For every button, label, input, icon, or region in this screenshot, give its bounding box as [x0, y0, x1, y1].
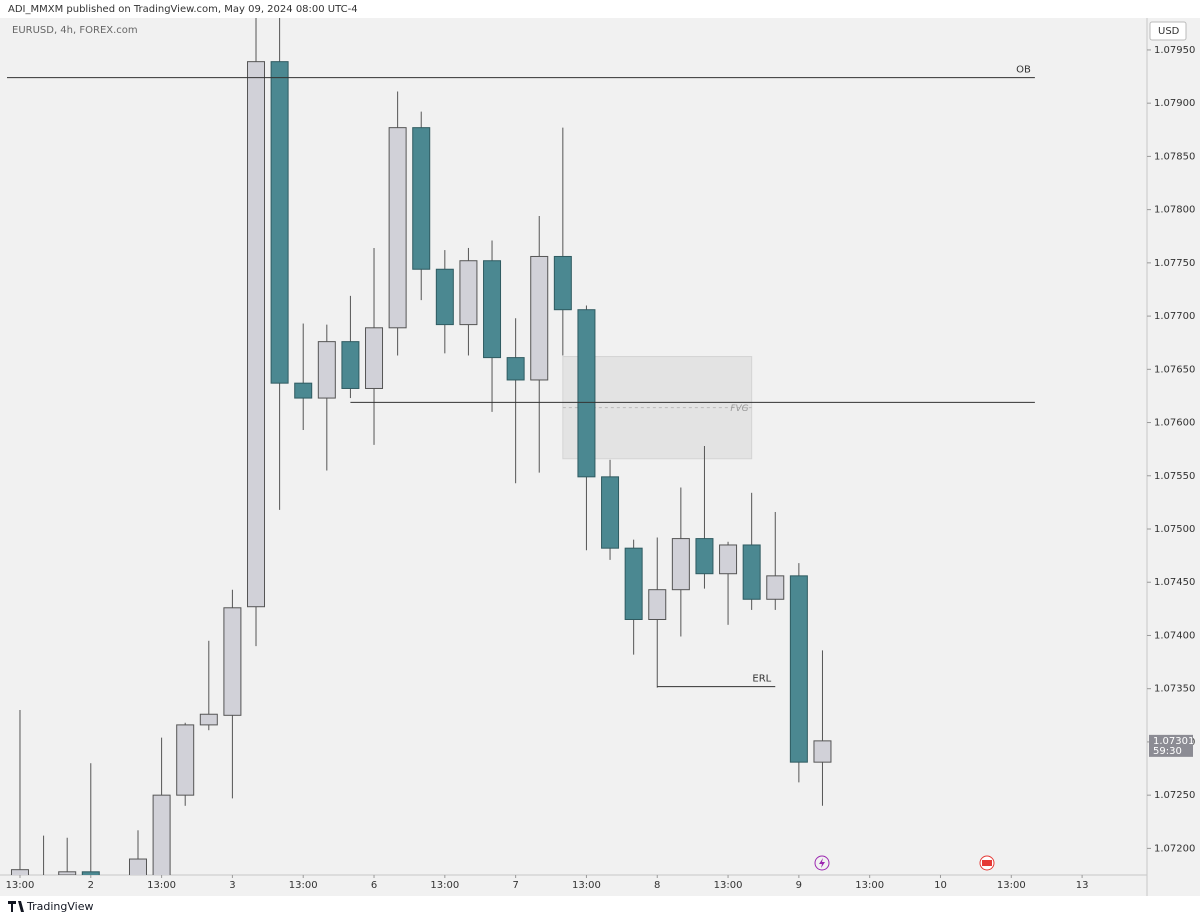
y-tick-label: 1.07200 [1154, 843, 1195, 854]
candle-body [317, 341, 336, 399]
candle-body [270, 61, 289, 384]
candle-body [530, 255, 549, 381]
y-tick-label: 1.07700 [1154, 311, 1195, 322]
y-tick-label: 1.07950 [1154, 45, 1195, 56]
y-tick-label: 1.07400 [1154, 630, 1195, 641]
x-tick-label: 13:00 [714, 880, 743, 891]
x-tick-label: 13:00 [997, 880, 1026, 891]
symbol-title: EURUSD, 4h, FOREX.com [12, 25, 138, 36]
y-tick-label: 1.07750 [1154, 258, 1195, 269]
y-tick-label: 1.07600 [1154, 418, 1195, 429]
x-tick-label: 6 [371, 880, 377, 891]
candle-body [152, 794, 171, 875]
candle-body [10, 869, 29, 875]
y-tick-label: 1.07550 [1154, 471, 1195, 482]
x-tick-label: 2 [88, 880, 94, 891]
level-label: ERL [752, 674, 771, 685]
candle-body [412, 127, 431, 270]
x-tick-label: 10 [934, 880, 947, 891]
candle-body [199, 713, 218, 726]
candle-body [742, 544, 761, 600]
event-icon [814, 855, 830, 871]
candle-body [247, 61, 266, 608]
footer-logo [8, 901, 24, 912]
countdown: 59:30 [1153, 746, 1182, 757]
y-tick-label: 1.07250 [1154, 790, 1195, 801]
y-tick-label: 1.07900 [1154, 98, 1195, 109]
candle-body [81, 871, 100, 875]
candle-body [648, 589, 667, 620]
x-tick-label: 13:00 [6, 880, 35, 891]
last-price-box [1149, 734, 1193, 757]
candle-body [506, 357, 525, 381]
chart-background [0, 18, 1200, 896]
x-tick-label: 13:00 [147, 880, 176, 891]
last-price: 1.07301 [1153, 736, 1194, 747]
x-tick-label: 13:00 [855, 880, 884, 891]
candle-body [624, 547, 643, 620]
header: ADI_MMXM published on TradingView.com, M… [8, 4, 358, 15]
candle-body [459, 260, 478, 326]
x-tick-label: 3 [229, 880, 235, 891]
candle-body [176, 724, 195, 796]
candle-body [577, 309, 596, 478]
x-tick-label: 9 [796, 880, 802, 891]
candle-body [294, 382, 313, 399]
level-label: OB [1016, 65, 1031, 76]
x-tick-label: 13 [1076, 880, 1089, 891]
flag-icon-fill [982, 860, 992, 866]
candle-body [223, 607, 242, 716]
candle-body [388, 127, 407, 329]
candle-body [719, 544, 738, 575]
y-tick-label: 1.07450 [1154, 577, 1195, 588]
plot [7, 18, 1035, 875]
x-tick-label: 8 [654, 880, 660, 891]
event-icon-bolt [819, 858, 825, 868]
candle-body [128, 858, 147, 875]
candle-body [601, 476, 620, 549]
candle-body [671, 538, 690, 591]
y-tick-label: 1.07650 [1154, 364, 1195, 375]
currency-box [1149, 21, 1187, 41]
y-tick-label: 1.07500 [1154, 524, 1195, 535]
x-tick-label: 13:00 [572, 880, 601, 891]
candle-body [553, 255, 572, 311]
footer: TradingView [26, 900, 93, 913]
candle-body [341, 341, 360, 389]
x-tick-label: 13:00 [289, 880, 318, 891]
candle-body [789, 575, 808, 763]
candle-body [813, 740, 832, 763]
y-tick-label: 1.07350 [1154, 684, 1195, 695]
candle-body [766, 575, 785, 600]
x-tick-label: 13:00 [430, 880, 459, 891]
y-tick-label: 1.07800 [1154, 205, 1195, 216]
candle-body [695, 538, 714, 575]
candle-body [435, 268, 454, 326]
candle-body [365, 327, 384, 389]
y-tick-label: 1.07850 [1154, 151, 1195, 162]
currency: USD [1158, 26, 1180, 37]
x-tick-label: 7 [512, 880, 518, 891]
candle-body [483, 260, 502, 359]
candle-body [58, 871, 77, 875]
fvg-label: FVG [730, 404, 748, 414]
